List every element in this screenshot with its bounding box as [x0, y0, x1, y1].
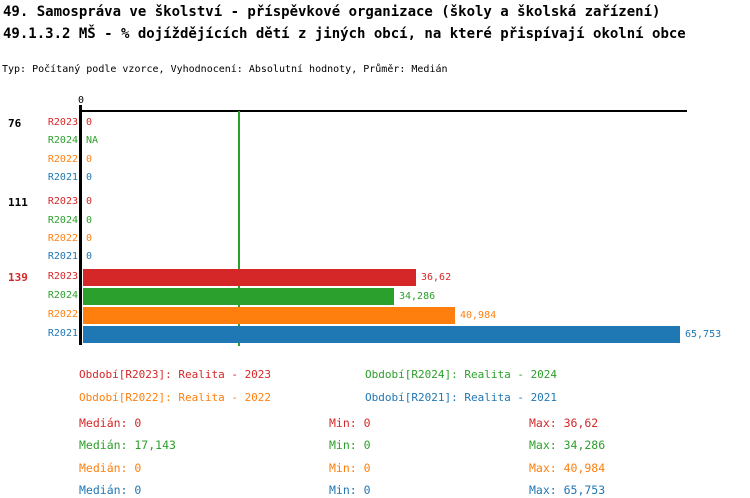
y-axis-line	[79, 105, 82, 345]
stat-max-r2024: Max: 34,286	[529, 438, 606, 452]
series-label: R2022	[47, 309, 78, 320]
series-label: R2024	[47, 215, 78, 226]
stat-median-r2023: Medián: 0	[79, 416, 142, 430]
series-label: R2023	[47, 271, 78, 282]
row-value: NA	[86, 135, 99, 146]
bar-value-label: 40,984	[460, 310, 497, 321]
group-label-76: 76	[8, 117, 22, 130]
series-label: R2024	[47, 135, 78, 146]
bar-value-label: 36,62	[421, 272, 452, 283]
bar-row-r2024: 34,286	[83, 288, 435, 305]
x-axis-line	[80, 110, 687, 112]
page-title-line1: 49. Samospráva ve školství - příspěvkové…	[3, 4, 661, 20]
row-value: 0	[86, 172, 93, 183]
stat-max-r2022: Max: 40,984	[529, 461, 606, 475]
row-value: 0	[86, 154, 93, 165]
bar-r2021	[83, 326, 680, 343]
series-label: R2021	[47, 172, 78, 183]
legend-item-r2024: Období[R2024]: Realita - 2024	[365, 368, 558, 381]
series-label: R2022	[47, 233, 78, 244]
series-label: R2024	[47, 290, 78, 301]
series-label: R2023	[47, 117, 78, 128]
stat-median-r2022: Medián: 0	[79, 461, 142, 475]
bar-r2022	[83, 307, 455, 324]
stat-min-r2024: Min: 0	[329, 438, 371, 452]
stat-min-r2021: Min: 0	[329, 483, 371, 497]
series-label: R2021	[47, 328, 78, 339]
stat-max-r2021: Max: 65,753	[529, 483, 606, 497]
bar-r2023	[83, 269, 416, 286]
row-value: 0	[86, 117, 93, 128]
legend-item-r2021: Období[R2021]: Realita - 2021	[365, 391, 558, 404]
bar-value-label: 65,753	[685, 329, 722, 340]
bar-row-r2022: 40,984	[83, 307, 496, 324]
stat-median-r2021: Medián: 0	[79, 483, 142, 497]
bar-row-r2021: 65,753	[83, 326, 721, 343]
stat-min-r2023: Min: 0	[329, 416, 371, 430]
chart-meta-info: Typ: Počítaný podle vzorce, Vyhodnocení:…	[2, 64, 448, 75]
row-value: 0	[86, 215, 93, 226]
x-axis-tick-zero: 0	[77, 95, 85, 106]
bar-value-label: 34,286	[399, 291, 436, 302]
series-label: R2022	[47, 154, 78, 165]
series-label: R2023	[47, 196, 78, 207]
group-label-111: 111	[8, 196, 28, 209]
row-value: 0	[86, 233, 93, 244]
median-line	[238, 111, 240, 346]
bar-r2024	[83, 288, 394, 305]
bar-row-r2023: 36,62	[83, 269, 451, 286]
page-title-line2: 49.1.3.2 MŠ - % dojíždějících dětí z jin…	[3, 26, 686, 42]
stat-median-r2024: Medián: 17,143	[79, 438, 176, 452]
legend-item-r2022: Období[R2022]: Realita - 2022	[79, 391, 272, 404]
row-value: 0	[86, 196, 93, 207]
group-label-139: 139	[8, 271, 28, 284]
legend-item-r2023: Období[R2023]: Realita - 2023	[79, 368, 272, 381]
row-value: 0	[86, 251, 93, 262]
stat-min-r2022: Min: 0	[329, 461, 371, 475]
series-label: R2021	[47, 251, 78, 262]
stat-max-r2023: Max: 36,62	[529, 416, 599, 430]
